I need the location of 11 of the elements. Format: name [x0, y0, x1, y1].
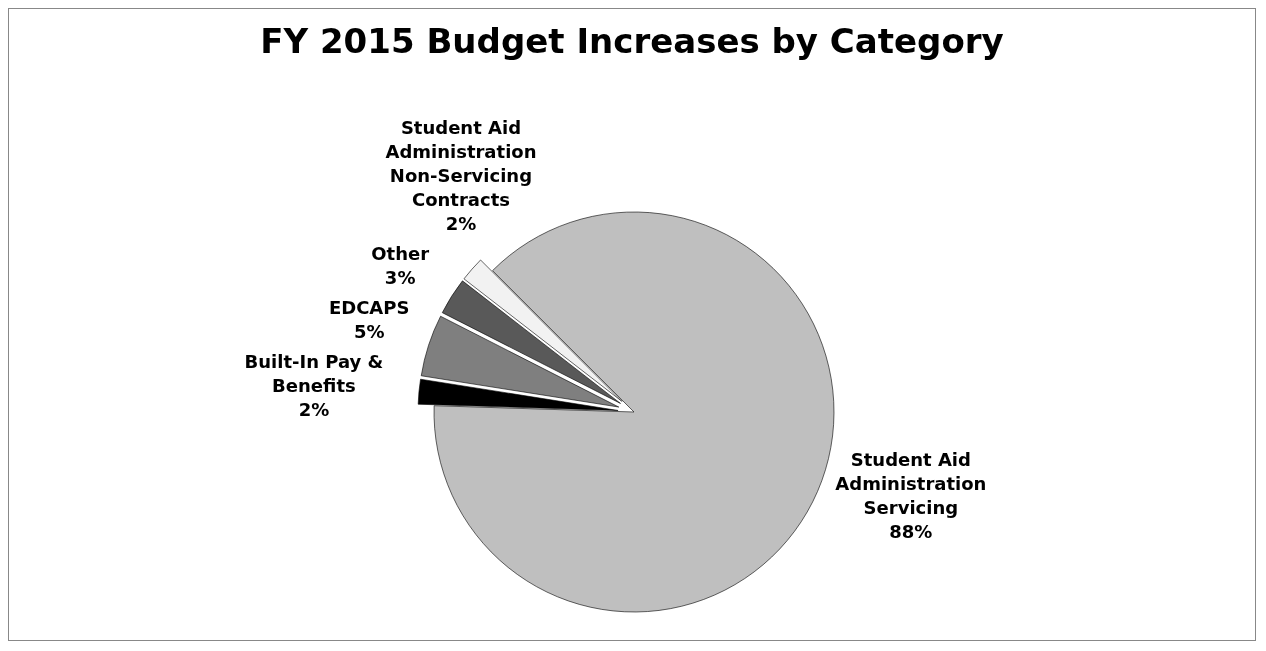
- slice-label: Other: [371, 242, 430, 264]
- data-label: 3%: [384, 266, 416, 288]
- data-label: 88%: [889, 520, 933, 542]
- chart-title: FY 2015 Budget Increases by Category: [259, 21, 1005, 61]
- data-label: 2%: [445, 212, 477, 234]
- data-label: 2%: [298, 398, 330, 420]
- slice-label: Student Aid Administration Non-Servicing Contracts: [385, 116, 537, 210]
- slice-label: Student Aid Administration Servicing: [835, 448, 987, 518]
- data-label: 5%: [353, 320, 385, 342]
- slice-label: EDCAPS: [328, 296, 410, 318]
- slice-label: Built-In Pay & Benefits: [244, 350, 384, 396]
